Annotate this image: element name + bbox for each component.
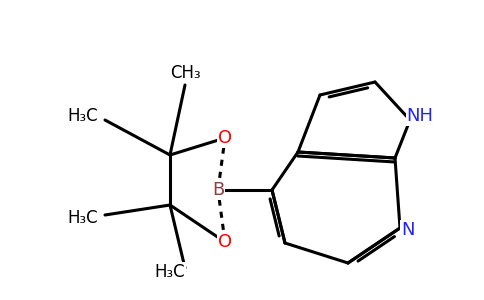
Text: B: B [212, 181, 224, 199]
Text: NH: NH [407, 107, 434, 125]
Text: O: O [218, 129, 232, 147]
Text: O: O [218, 233, 232, 251]
Text: H₃C: H₃C [68, 209, 98, 227]
Text: CH₃: CH₃ [170, 64, 200, 82]
Text: H₃C: H₃C [155, 263, 185, 281]
Text: H₃C: H₃C [68, 107, 98, 125]
Text: N: N [401, 221, 415, 239]
